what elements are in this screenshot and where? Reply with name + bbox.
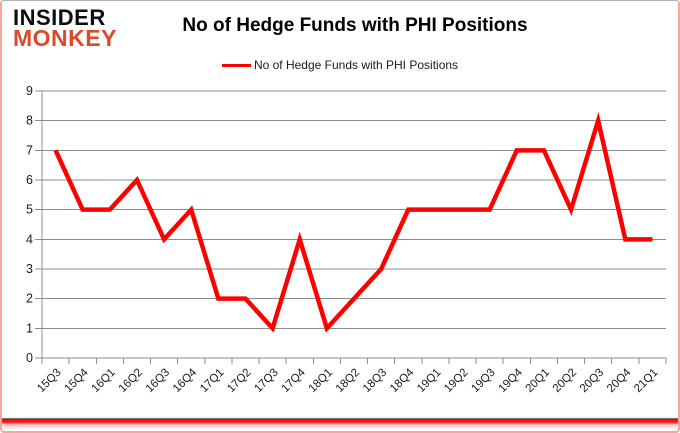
chart-legend: No of Hedge Funds with PHI Positions: [2, 58, 678, 72]
y-axis-label: 8: [26, 114, 33, 128]
x-axis-label: 19Q3: [469, 367, 497, 395]
x-axis-label: 18Q4: [388, 366, 417, 395]
y-axis-label: 0: [26, 351, 33, 365]
x-axis-label: 16Q1: [90, 367, 118, 395]
x-axis-label: 19Q2: [442, 367, 470, 395]
legend-label: No of Hedge Funds with PHI Positions: [253, 58, 459, 72]
x-axis-label: 21Q1: [632, 367, 660, 395]
y-axis-label: 9: [26, 84, 33, 98]
x-axis-label: 17Q2: [225, 367, 253, 395]
y-axis-label: 6: [26, 173, 33, 187]
legend-line-swatch: [221, 63, 251, 67]
series-line: [53, 111, 653, 333]
x-axis-label: 19Q1: [415, 367, 443, 395]
x-axis-label: 16Q2: [117, 367, 145, 395]
x-axis-label: 19Q4: [497, 366, 526, 395]
y-axis-label: 3: [26, 262, 33, 276]
bottom-accent-bar: [2, 418, 678, 424]
x-axis-label: 18Q2: [334, 367, 362, 395]
y-axis-label: 7: [26, 143, 33, 157]
x-axis-label: 17Q3: [252, 367, 280, 395]
x-axis-label: 15Q4: [62, 366, 91, 395]
x-axis-label: 20Q1: [524, 367, 552, 395]
x-axis-label: 20Q3: [578, 367, 606, 395]
insider-monkey-logo: INSIDER MONKEY: [13, 5, 117, 52]
x-axis-label: 20Q4: [605, 366, 634, 395]
x-axis-label: 16Q3: [144, 367, 172, 395]
x-axis-label: 17Q4: [279, 366, 308, 395]
logo-text-monkey: MONKEY: [13, 25, 117, 52]
y-axis-label: 2: [26, 292, 33, 306]
x-axis-label: 20Q2: [551, 367, 579, 395]
x-axis-label: 18Q3: [361, 367, 389, 395]
x-axis-label: 16Q4: [171, 366, 200, 395]
y-axis-label: 1: [26, 321, 33, 335]
y-axis-label: 4: [26, 232, 33, 246]
y-axis-label: 5: [26, 203, 33, 217]
x-axis-label: 17Q1: [198, 367, 226, 395]
logo-text-insider: INSIDER: [13, 5, 106, 30]
chart-title: No of Hedge Funds with PHI Positions: [182, 15, 528, 36]
x-axis-label: 15Q3: [35, 367, 63, 395]
x-axis-label: 18Q1: [307, 367, 335, 395]
